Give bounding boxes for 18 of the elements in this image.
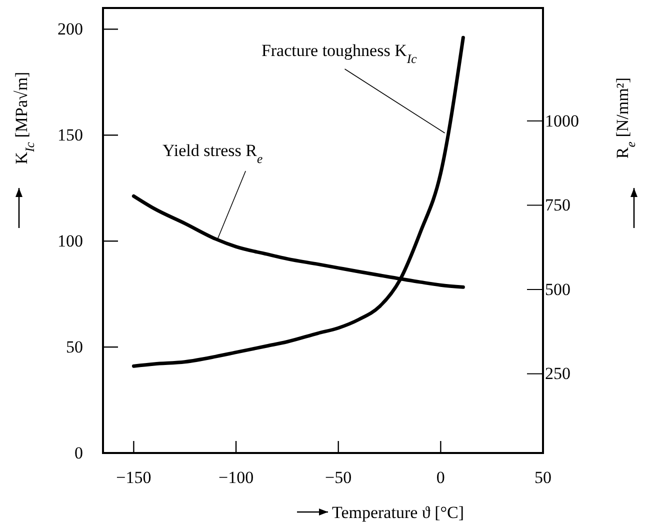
y-tick-label: 100 (58, 232, 83, 251)
y-tick-label: 150 (58, 126, 83, 145)
annotation: Fracture toughness K$_{Ic}$ (261, 41, 418, 66)
x-tick-label: 0 (436, 468, 445, 488)
y2-tick-label: 750 (545, 196, 570, 215)
annotation: Yield stress R$_{e}$ (162, 140, 263, 166)
x-tick-label: −100 (218, 468, 254, 488)
x-axis-title: Temperature ϑ [°C] (332, 503, 464, 522)
y-tick-label: 200 (58, 20, 83, 39)
x-tick-label: −50 (325, 468, 352, 488)
x-tick-label: −150 (116, 468, 152, 488)
y-tick-label: 50 (66, 337, 83, 356)
y2-tick-label: 250 (545, 364, 570, 384)
x-tick-label: 50 (534, 468, 552, 488)
y-tick-label: 0 (74, 443, 83, 462)
line-series (132, 36, 465, 368)
y2-tick-label: 500 (545, 280, 570, 299)
y2-tick-label: 1000 (545, 111, 579, 130)
